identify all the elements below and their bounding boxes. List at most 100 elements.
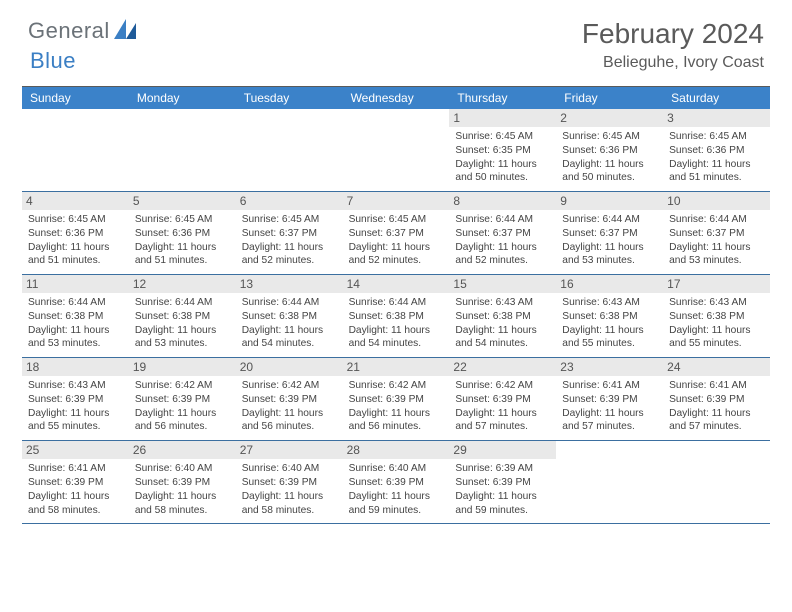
location-subtitle: Belieguhe, Ivory Coast [582, 54, 764, 72]
daylight-line: Daylight: 11 hours and 56 minutes. [135, 407, 230, 435]
day-number: 26 [129, 441, 236, 459]
sunrise-line: Sunrise: 6:45 AM [28, 213, 123, 227]
day-number: 12 [129, 275, 236, 293]
day-cell: 10Sunrise: 6:44 AMSunset: 6:37 PMDayligh… [663, 192, 770, 274]
sunset-line: Sunset: 6:38 PM [349, 310, 444, 324]
sunset-line: Sunset: 6:39 PM [135, 476, 230, 490]
daylight-line: Daylight: 11 hours and 57 minutes. [669, 407, 764, 435]
sunset-line: Sunset: 6:38 PM [455, 310, 550, 324]
daylight-line: Daylight: 11 hours and 59 minutes. [349, 490, 444, 518]
day-cell: 2Sunrise: 6:45 AMSunset: 6:36 PMDaylight… [556, 109, 663, 191]
title-block: February 2024 Belieguhe, Ivory Coast [582, 18, 764, 72]
day-number: 21 [343, 358, 450, 376]
sunrise-line: Sunrise: 6:43 AM [28, 379, 123, 393]
calendar: SundayMondayTuesdayWednesdayThursdayFrid… [22, 86, 770, 524]
sunrise-line: Sunrise: 6:40 AM [242, 462, 337, 476]
sunrise-line: Sunrise: 6:45 AM [135, 213, 230, 227]
daylight-line: Daylight: 11 hours and 54 minutes. [349, 324, 444, 352]
day-cell: 23Sunrise: 6:41 AMSunset: 6:39 PMDayligh… [556, 358, 663, 440]
day-number: 25 [22, 441, 129, 459]
sunset-line: Sunset: 6:36 PM [562, 144, 657, 158]
daylight-line: Daylight: 11 hours and 55 minutes. [28, 407, 123, 435]
day-cell: 28Sunrise: 6:40 AMSunset: 6:39 PMDayligh… [343, 441, 450, 523]
daylight-line: Daylight: 11 hours and 52 minutes. [349, 241, 444, 269]
day-cell: 1Sunrise: 6:45 AMSunset: 6:35 PMDaylight… [449, 109, 556, 191]
sunrise-line: Sunrise: 6:44 AM [242, 296, 337, 310]
day-cell: 29Sunrise: 6:39 AMSunset: 6:39 PMDayligh… [449, 441, 556, 523]
header: General February 2024 Belieguhe, Ivory C… [0, 0, 792, 78]
sunrise-line: Sunrise: 6:40 AM [135, 462, 230, 476]
day-cell: 17Sunrise: 6:43 AMSunset: 6:38 PMDayligh… [663, 275, 770, 357]
sunset-line: Sunset: 6:37 PM [562, 227, 657, 241]
daylight-line: Daylight: 11 hours and 54 minutes. [242, 324, 337, 352]
sunset-line: Sunset: 6:38 PM [669, 310, 764, 324]
day-number: 3 [663, 109, 770, 127]
daylight-line: Daylight: 11 hours and 51 minutes. [28, 241, 123, 269]
sunset-line: Sunset: 6:37 PM [242, 227, 337, 241]
logo-triangle-icon [114, 19, 140, 44]
sunrise-line: Sunrise: 6:41 AM [28, 462, 123, 476]
day-number: 19 [129, 358, 236, 376]
day-cell: 20Sunrise: 6:42 AMSunset: 6:39 PMDayligh… [236, 358, 343, 440]
day-number: 27 [236, 441, 343, 459]
empty-day-cell: . [556, 441, 663, 523]
week-row: 18Sunrise: 6:43 AMSunset: 6:39 PMDayligh… [22, 358, 770, 441]
week-row: 25Sunrise: 6:41 AMSunset: 6:39 PMDayligh… [22, 441, 770, 524]
weeks-container: ....1Sunrise: 6:45 AMSunset: 6:35 PMDayl… [22, 109, 770, 524]
daylight-line: Daylight: 11 hours and 51 minutes. [669, 158, 764, 186]
day-cell: 4Sunrise: 6:45 AMSunset: 6:36 PMDaylight… [22, 192, 129, 274]
empty-day-cell: . [129, 109, 236, 191]
sunset-line: Sunset: 6:36 PM [669, 144, 764, 158]
weekday-header-row: SundayMondayTuesdayWednesdayThursdayFrid… [22, 87, 770, 109]
sunset-line: Sunset: 6:39 PM [349, 476, 444, 490]
weekday-header-cell: Monday [129, 87, 236, 109]
day-number: 11 [22, 275, 129, 293]
daylight-line: Daylight: 11 hours and 57 minutes. [562, 407, 657, 435]
day-cell: 13Sunrise: 6:44 AMSunset: 6:38 PMDayligh… [236, 275, 343, 357]
day-cell: 7Sunrise: 6:45 AMSunset: 6:37 PMDaylight… [343, 192, 450, 274]
sunrise-line: Sunrise: 6:45 AM [455, 130, 550, 144]
day-cell: 12Sunrise: 6:44 AMSunset: 6:38 PMDayligh… [129, 275, 236, 357]
weekday-header-cell: Tuesday [236, 87, 343, 109]
sunrise-line: Sunrise: 6:44 AM [135, 296, 230, 310]
day-number: 8 [449, 192, 556, 210]
day-cell: 5Sunrise: 6:45 AMSunset: 6:36 PMDaylight… [129, 192, 236, 274]
day-number: 24 [663, 358, 770, 376]
day-cell: 15Sunrise: 6:43 AMSunset: 6:38 PMDayligh… [449, 275, 556, 357]
day-number: 9 [556, 192, 663, 210]
sunrise-line: Sunrise: 6:45 AM [669, 130, 764, 144]
day-number: 18 [22, 358, 129, 376]
daylight-line: Daylight: 11 hours and 58 minutes. [28, 490, 123, 518]
day-cell: 26Sunrise: 6:40 AMSunset: 6:39 PMDayligh… [129, 441, 236, 523]
daylight-line: Daylight: 11 hours and 54 minutes. [455, 324, 550, 352]
month-title: February 2024 [582, 18, 764, 50]
empty-day-cell: . [22, 109, 129, 191]
daylight-line: Daylight: 11 hours and 52 minutes. [242, 241, 337, 269]
day-number: 5 [129, 192, 236, 210]
day-cell: 9Sunrise: 6:44 AMSunset: 6:37 PMDaylight… [556, 192, 663, 274]
day-number: 10 [663, 192, 770, 210]
day-number: 13 [236, 275, 343, 293]
day-cell: 25Sunrise: 6:41 AMSunset: 6:39 PMDayligh… [22, 441, 129, 523]
empty-day-cell: . [343, 109, 450, 191]
empty-day-cell: . [663, 441, 770, 523]
sunset-line: Sunset: 6:38 PM [562, 310, 657, 324]
daylight-line: Daylight: 11 hours and 56 minutes. [242, 407, 337, 435]
sunset-line: Sunset: 6:39 PM [28, 393, 123, 407]
week-row: 11Sunrise: 6:44 AMSunset: 6:38 PMDayligh… [22, 275, 770, 358]
sunset-line: Sunset: 6:37 PM [455, 227, 550, 241]
day-number: 16 [556, 275, 663, 293]
day-number: 22 [449, 358, 556, 376]
day-cell: 27Sunrise: 6:40 AMSunset: 6:39 PMDayligh… [236, 441, 343, 523]
sunrise-line: Sunrise: 6:39 AM [455, 462, 550, 476]
sunrise-line: Sunrise: 6:45 AM [562, 130, 657, 144]
day-cell: 8Sunrise: 6:44 AMSunset: 6:37 PMDaylight… [449, 192, 556, 274]
daylight-line: Daylight: 11 hours and 50 minutes. [562, 158, 657, 186]
daylight-line: Daylight: 11 hours and 53 minutes. [135, 324, 230, 352]
day-number: 29 [449, 441, 556, 459]
day-number: 6 [236, 192, 343, 210]
daylight-line: Daylight: 11 hours and 55 minutes. [562, 324, 657, 352]
sunrise-line: Sunrise: 6:43 AM [562, 296, 657, 310]
daylight-line: Daylight: 11 hours and 55 minutes. [669, 324, 764, 352]
day-cell: 22Sunrise: 6:42 AMSunset: 6:39 PMDayligh… [449, 358, 556, 440]
